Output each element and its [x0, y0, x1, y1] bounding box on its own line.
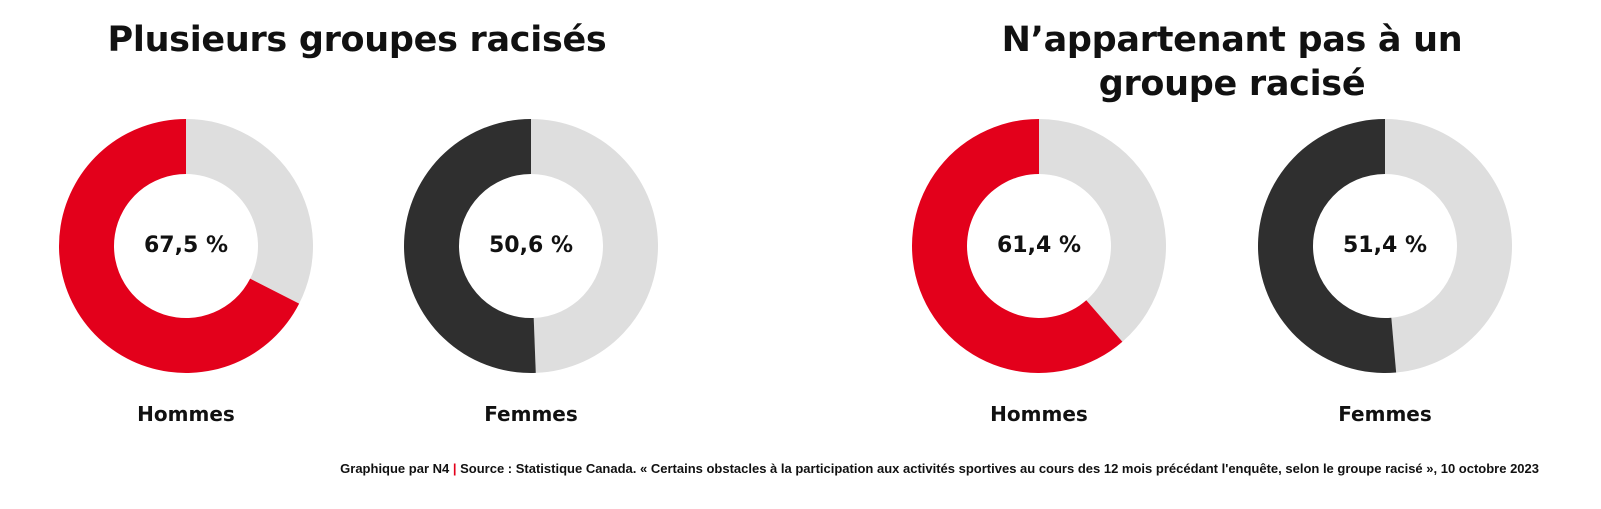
footer-credit: Graphique par N4 [340, 461, 450, 476]
source-footer: Graphique par N4 | Source : Statistique … [299, 461, 1539, 476]
donut-remainder-segment [1039, 119, 1166, 342]
donut-svg [58, 119, 313, 373]
donut-remainder-segment [1385, 119, 1512, 373]
donut-chart-group2-men: 61,4 % [911, 118, 1167, 374]
chart-title-multiple-racialized-groups: Plusieurs groupes racisés [107, 20, 607, 60]
donut-svg [1258, 119, 1512, 373]
donut-chart-group1-women: 50,6 % [403, 118, 659, 374]
donut-value-label: 51,4 % [1343, 233, 1427, 258]
donut-remainder-segment [186, 119, 313, 304]
donut-remainder-segment [531, 119, 659, 373]
category-label-men: Hommes [137, 402, 235, 426]
donut-chart-group1-men: 67,5 % [58, 118, 314, 374]
footer-source: Source : Statistique Canada. « Certains … [460, 461, 1539, 476]
donut-chart-group2-women: 51,4 % [1257, 118, 1513, 374]
chart-title-not-racialized: N’appartenant pas à un groupe racisé [1001, 20, 1463, 104]
donut-svg [912, 119, 1166, 373]
donut-value-segment [1258, 119, 1397, 373]
donut-value-segment [912, 119, 1123, 373]
category-label-men: Hommes [990, 402, 1088, 426]
donut-value-label: 67,5 % [144, 233, 228, 258]
category-label-women: Femmes [484, 402, 578, 426]
donut-value-segment [58, 119, 300, 373]
footer-separator: | [452, 461, 457, 476]
donut-value-label: 61,4 % [997, 233, 1081, 258]
donut-value-label: 50,6 % [489, 233, 573, 258]
donut-value-segment [404, 119, 536, 373]
category-label-women: Femmes [1338, 402, 1432, 426]
donut-svg [404, 119, 659, 373]
